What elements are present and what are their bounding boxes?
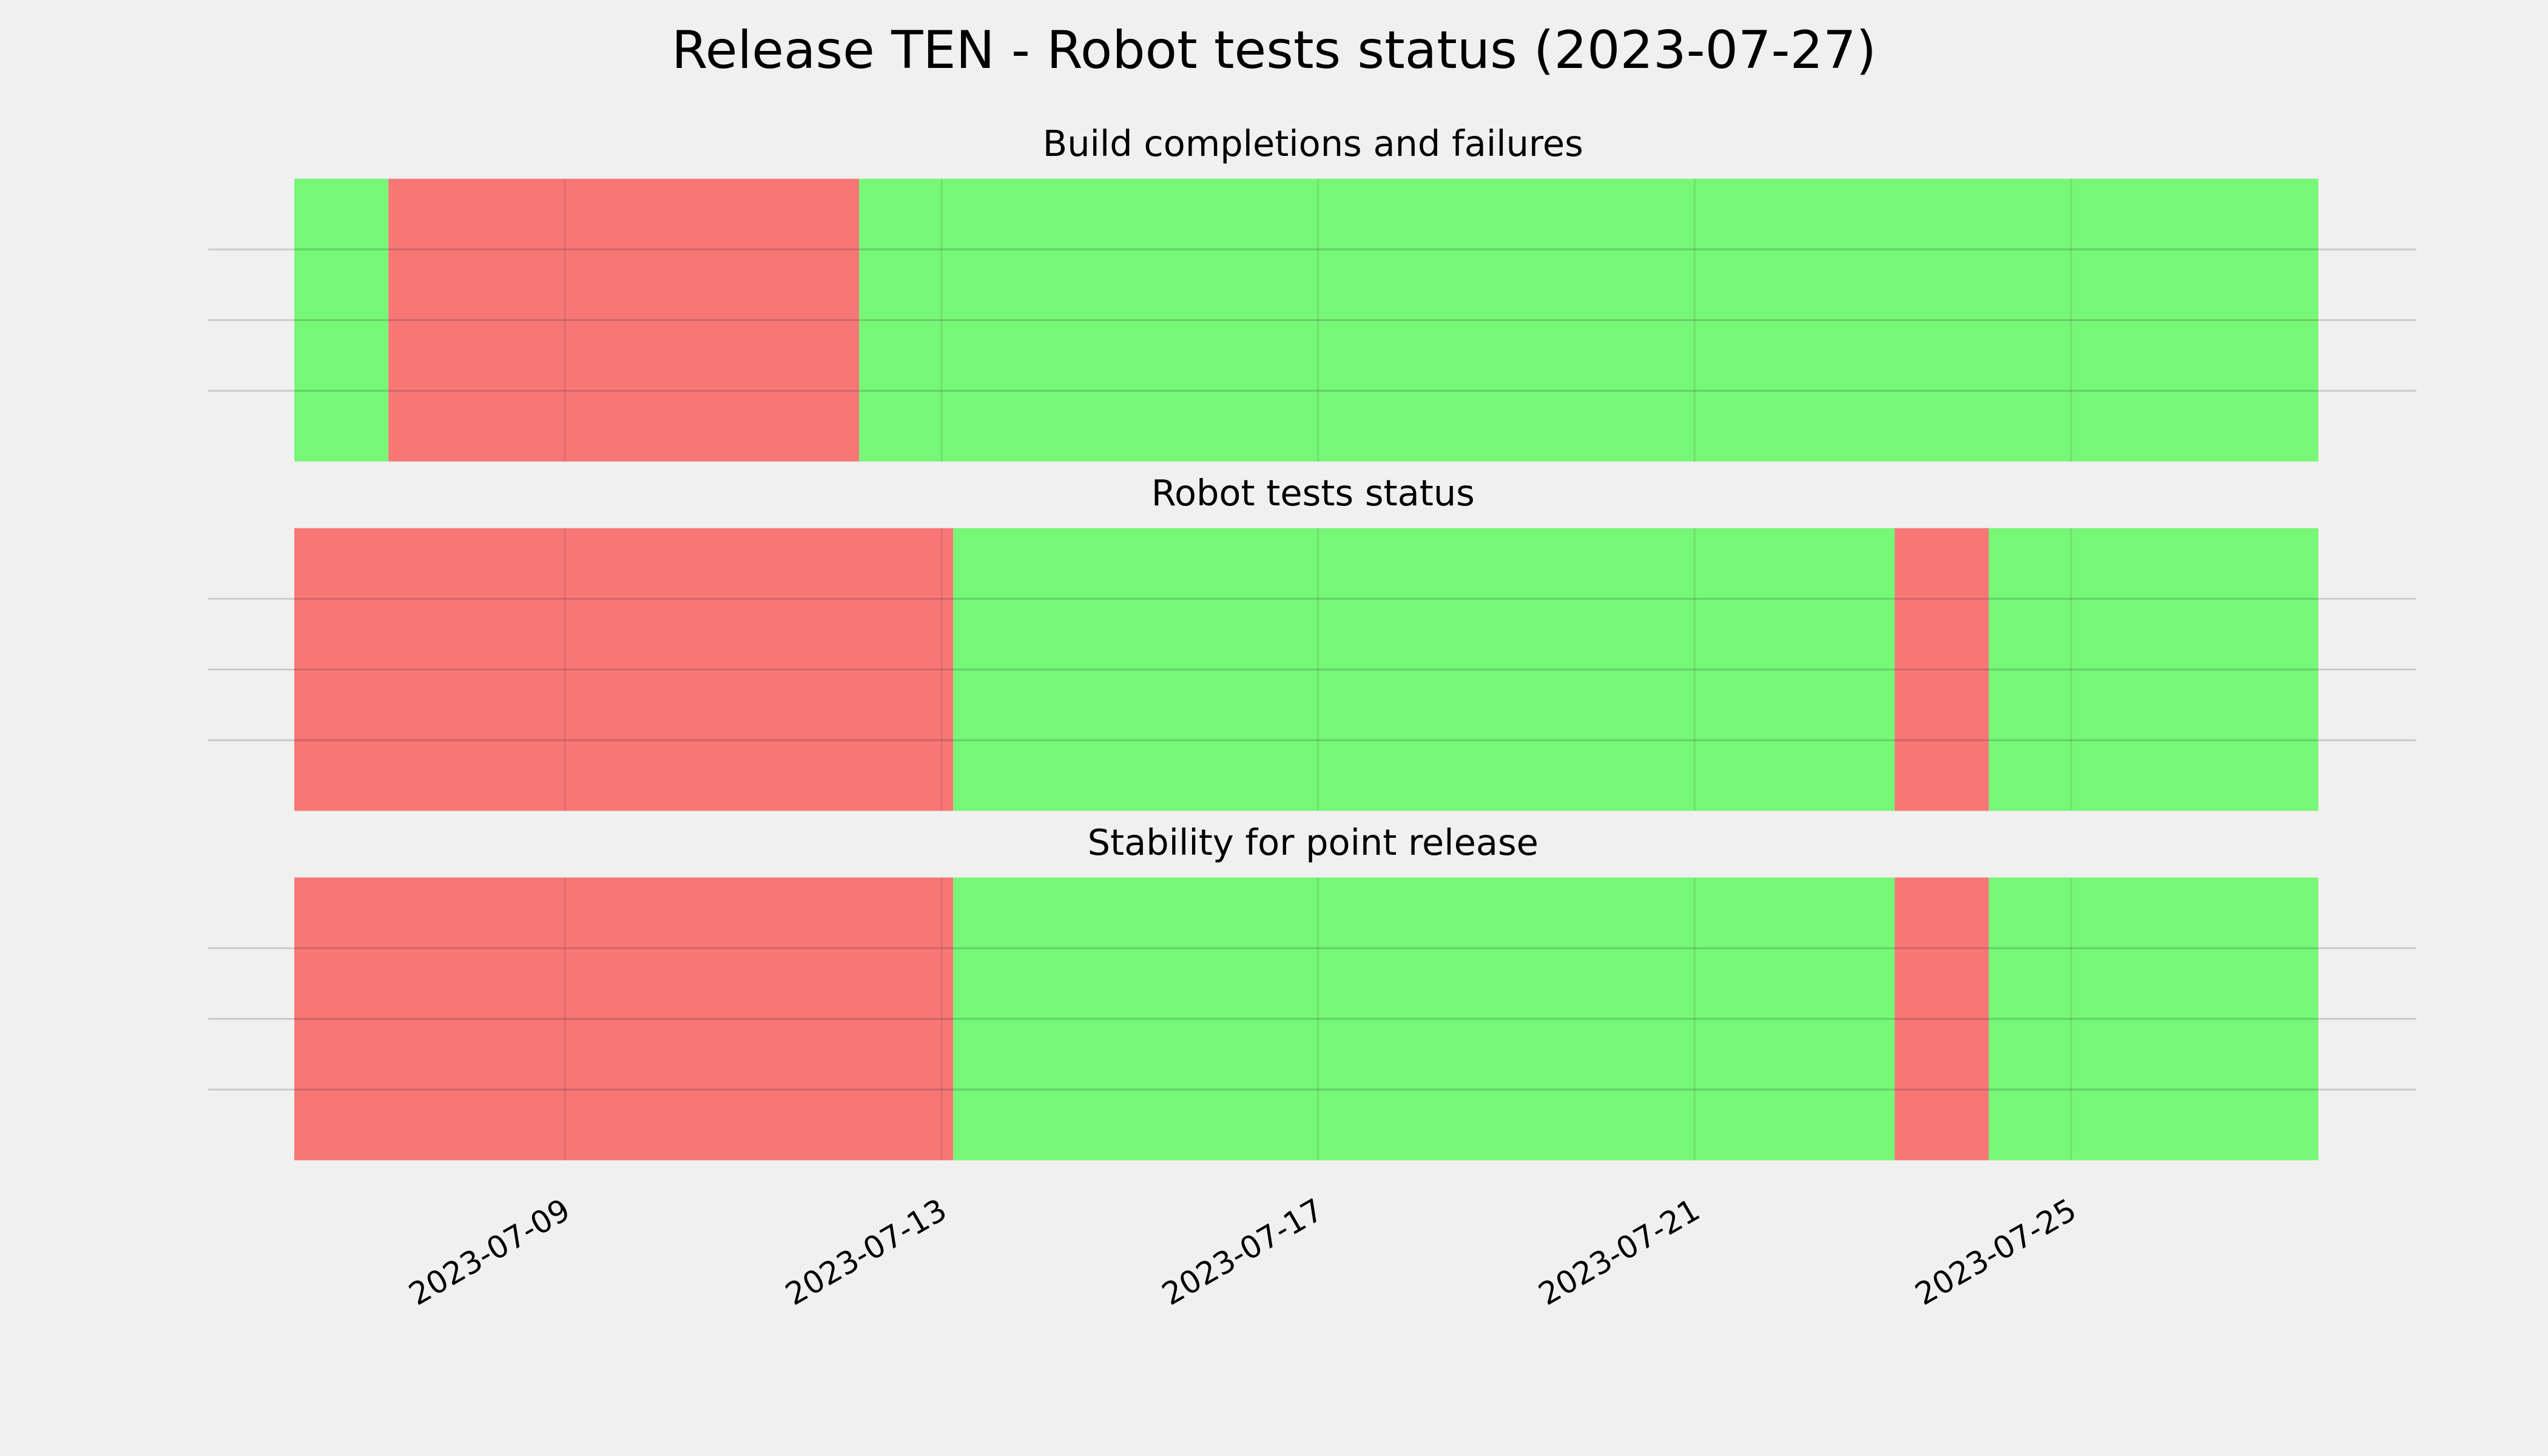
status-span (294, 178, 389, 462)
status-span (953, 877, 1895, 1161)
status-span (1989, 877, 2319, 1161)
panel-title: Stability for point release (1088, 821, 1539, 863)
status-span (859, 178, 2319, 462)
status-span (294, 877, 954, 1161)
panel-title: Build completions and failures (1043, 123, 1583, 164)
status-span (1989, 528, 2319, 811)
status-span (1895, 528, 1989, 811)
status-span (953, 528, 1895, 811)
status-span (294, 528, 954, 811)
status-span (1895, 877, 1989, 1161)
chart-title: Release TEN - Robot tests status (2023-0… (672, 20, 1876, 81)
panel-title: Robot tests status (1151, 472, 1475, 514)
status-span (388, 178, 860, 462)
